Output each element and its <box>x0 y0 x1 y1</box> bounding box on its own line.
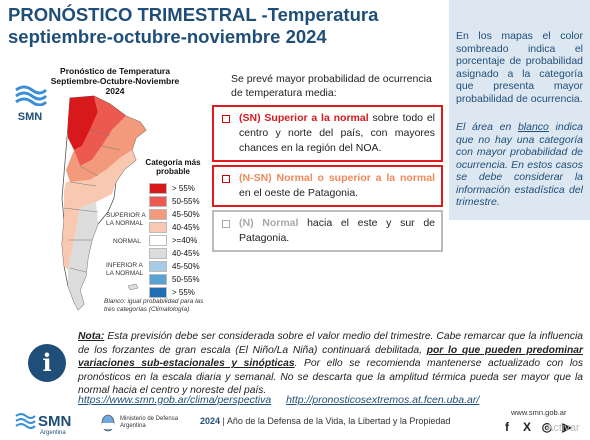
legend-label: > 55% <box>172 288 195 297</box>
legend-label: 50-55% <box>172 275 200 284</box>
legend-row: 50-55% <box>149 195 200 208</box>
legend-row: 50-55% <box>149 273 200 286</box>
legend-label: 45-50% <box>172 262 200 271</box>
legend-label: 40-45% <box>172 249 200 258</box>
forecast-box-superior: (SN) Superior a la normal sobre todo el … <box>212 105 443 162</box>
info-text-blank: blanco <box>517 121 549 133</box>
legend-swatch <box>149 248 167 259</box>
note-part-2: . Por ello se recomienda mantenerse actu… <box>78 358 583 397</box>
forecast-intro: Se prevé mayor probabilidad de ocurrenci… <box>231 73 432 99</box>
forecast-text: en el oeste de Patagonia. <box>239 187 359 199</box>
forecast-code: (N-SN) Normal o superior a la normal <box>239 172 435 184</box>
footer-ministry: Ministerio de Defensa Argentina <box>120 416 179 429</box>
note-text: Nota: Esta previsión debe ser considerad… <box>78 330 583 398</box>
links-row: https://www.smn.gob.ar/clima/perspectiva… <box>78 394 491 406</box>
legend-label: 50-55% <box>172 197 200 206</box>
smn-logo-small: SMN <box>10 84 50 123</box>
smn-logo-text: SMN <box>17 111 43 123</box>
legend-row: > 55% <box>149 182 200 195</box>
legend-label: > 55% <box>172 184 195 193</box>
page-title: PRONÓSTICO TRIMESTRAL -Temperatura septi… <box>8 4 438 48</box>
legend-row: >=40% <box>149 234 200 247</box>
info-panel: En los mapas el color sombreado indica e… <box>449 0 590 220</box>
footer: SMN Argentina Ministerio de Defensa Arge… <box>0 408 590 440</box>
legend-swatch <box>149 235 167 246</box>
link-pronosticos-extremos[interactable]: http://pronosticosextremos.at.fcen.uba.a… <box>286 394 480 406</box>
region-malvinas <box>127 283 139 291</box>
activate-watermark: Activar <box>546 422 580 434</box>
legend-swatch <box>149 287 167 298</box>
footer-logo-text: SMN <box>38 412 72 430</box>
smn-waves-icon <box>15 413 36 429</box>
legend-row: > 55% <box>149 286 200 299</box>
checkbox-icon <box>222 220 230 228</box>
info-text-a: El área en <box>456 121 518 133</box>
legend-swatch <box>149 274 167 285</box>
map-title-line-1: Pronóstico de Temperatura <box>60 66 170 76</box>
legend-swatch <box>149 222 167 233</box>
map-title-line-2: Septiembre-Octubre-Noviembre 2024 <box>50 76 180 96</box>
info-text-b: indica que no hay una categoría con mayo… <box>456 121 583 208</box>
smn-waves-icon <box>15 85 48 107</box>
region-east-patagonia <box>68 202 98 310</box>
region-noa <box>68 96 98 150</box>
info-paragraph-2: El área en blanco indica que no hay una … <box>456 121 583 209</box>
forecast-box-normal: (N) Normal hacia el este y sur de Patago… <box>212 210 443 252</box>
legend-label: 45-50% <box>172 210 200 219</box>
legend-swatch <box>149 261 167 272</box>
region-center <box>66 116 146 182</box>
note-section: i Nota: Esta previsión debe ser consider… <box>8 326 583 408</box>
facebook-icon[interactable]: f <box>505 420 509 434</box>
footer-motto-text: | Año de la Defensa de la Vida, la Liber… <box>222 416 451 426</box>
youtube-icon[interactable]: ▶ <box>562 420 572 434</box>
legend-row: 45-50% <box>149 260 200 273</box>
legend-row: 40-45% <box>149 247 200 260</box>
legend-swatch <box>149 209 167 220</box>
coat-of-arms-icon <box>101 414 115 432</box>
legend-row: 40-45% <box>149 221 200 234</box>
legend-group-normal: NORMAL <box>113 238 141 245</box>
footer-logo-sub: Argentina <box>40 430 66 436</box>
note-label: Nota: <box>78 331 105 342</box>
legend-row: 45-50% <box>149 208 200 221</box>
note-emphasis: por lo que pueden predominar variaciones… <box>78 344 583 370</box>
legend-title: Categoría más probable <box>145 158 201 176</box>
info-icon: i <box>28 344 66 382</box>
social-icons: f X ◎ ▶ <box>500 420 574 434</box>
title-line-1: PRONÓSTICO TRIMESTRAL -Temperatura <box>8 4 379 25</box>
footer-motto: 2024 | Año de la Defensa de la Vida, la … <box>200 416 450 426</box>
forecast-text: sobre todo el centro y norte del país, c… <box>239 112 435 154</box>
note-part-1: Esta previsión debe ser considerada sobr… <box>78 331 583 356</box>
legend-group-inferior: INFERIOR A LA NORMAL <box>106 262 144 277</box>
checkbox-icon <box>222 115 230 123</box>
footer-url[interactable]: www.smn.gob.ar <box>511 408 567 417</box>
footer-year: 2024 <box>200 416 221 426</box>
instagram-icon[interactable]: ◎ <box>541 420 553 434</box>
region-pampa <box>64 150 136 208</box>
legend-swatch <box>149 196 167 207</box>
map-legend: > 55% 50-55% 45-50% 40-45% >=40% 40-45% 45-50%… <box>149 182 200 299</box>
legend-group-superior: SUPERIOR A LA NORMAL <box>106 212 146 227</box>
legend-label: >=40% <box>172 236 198 245</box>
region-west-patagonia <box>62 208 80 270</box>
title-line-2: septiembre-octubre-noviembre 2024 <box>8 26 327 47</box>
argentina-forecast-map <box>61 95 147 311</box>
x-icon[interactable]: X <box>522 420 531 434</box>
map-title: Pronóstico de Temperatura Septiembre-Oct… <box>50 66 180 96</box>
info-paragraph-1: En los mapas el color sombreado indica e… <box>456 30 583 105</box>
link-perspectiva[interactable]: https://www.smn.gob.ar/clima/perspectiva <box>78 394 272 406</box>
forecast-code: (SN) Superior a la normal <box>239 112 369 124</box>
forecast-text: hacia el este y sur de Patagonia. <box>239 217 436 244</box>
legend-swatch <box>149 183 167 194</box>
legend-label: 40-45% <box>172 223 200 232</box>
footer-smn-logo: SMN Argentina <box>14 412 72 436</box>
map-footnote: Blanco: igual probabilidad para las tres… <box>104 298 204 313</box>
forecast-code: (N) Normal <box>239 217 299 229</box>
region-north <box>74 96 126 166</box>
forecast-box-normal-superior: (N-SN) Normal o superior a la normal en … <box>212 165 443 207</box>
checkbox-icon <box>222 175 230 183</box>
